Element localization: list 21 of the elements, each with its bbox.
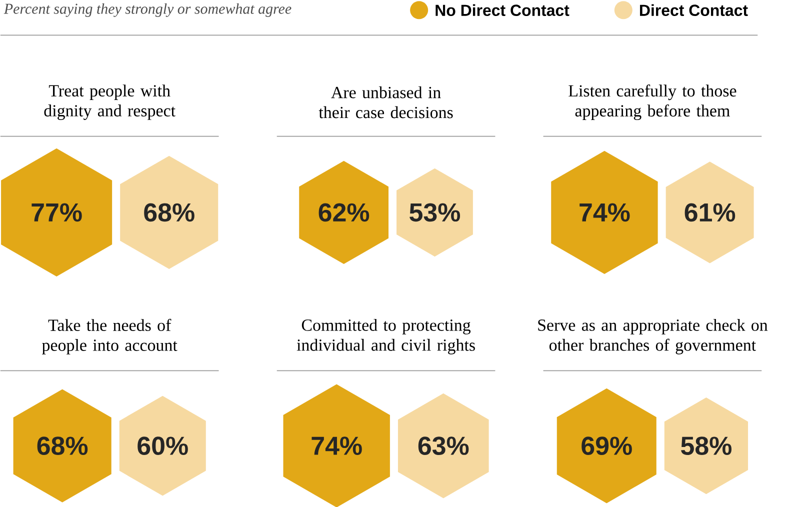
data-label: 53% [410,203,460,222]
category-label: Treat people with dignity and respect [44,84,176,120]
text: Percent saying they strongly or somewhat agree [4,3,292,17]
data-label: 68% [37,436,88,455]
data-label: 63% [418,436,469,455]
data-label: 58% [681,436,732,455]
data-label: 62% [318,203,370,222]
data-label: 68% [144,203,194,222]
category-label: Serve as an appropriate check on other branches of government [538,318,768,354]
data-label: 60% [138,436,188,455]
data-label: 77% [32,203,82,222]
data-label: 61% [684,203,736,222]
data-label: 74% [580,203,630,222]
category-label: Listen carefully to those appearing before them [568,84,736,120]
category-label: Committed to protecting individual and civil rights [296,318,475,354]
category-label: Take the needs of people into account [42,318,178,354]
data-label: 74% [312,436,362,455]
legend-label: No Direct Contact [436,4,570,16]
data-label: 69% [582,436,632,455]
category-label: Are unbiased in their case decisions [318,86,453,118]
legend-label: Direct Contact [640,4,748,16]
